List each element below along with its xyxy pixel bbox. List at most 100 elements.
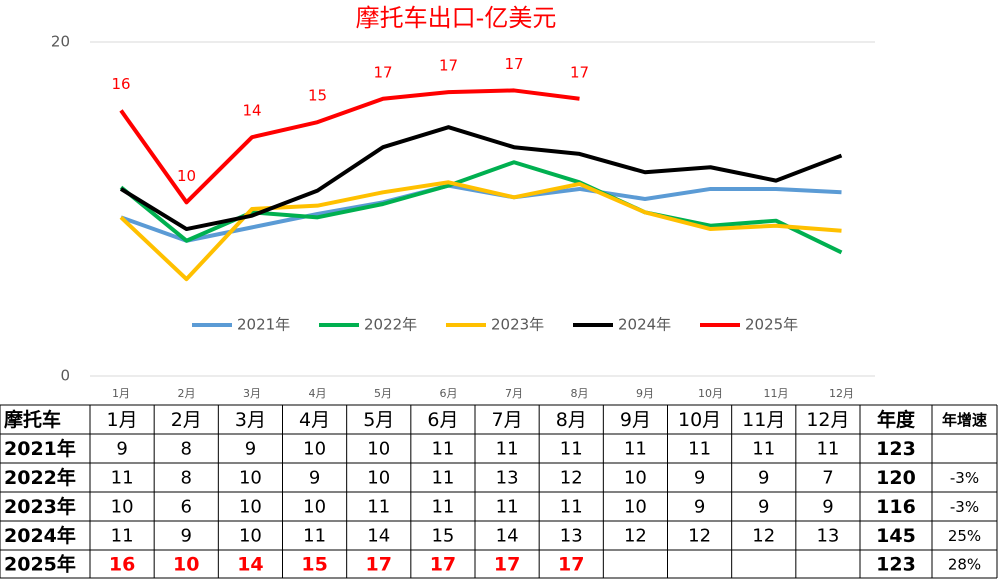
table-cell: 2025年: [4, 553, 76, 576]
table-cell: 16: [109, 554, 135, 576]
table-cell: 12: [752, 526, 775, 547]
table-cell: 11: [111, 468, 134, 489]
table-cell: 9: [694, 497, 705, 518]
table-cell: 11: [752, 439, 775, 460]
x-tick-label: 10月: [698, 387, 723, 400]
table-cell: 11: [431, 497, 454, 518]
table-cell: 13: [496, 468, 519, 489]
table-cell: 2月: [171, 409, 202, 431]
table-cell: -3%: [950, 469, 979, 487]
y-tick-label: 20: [51, 33, 70, 51]
table-cell: 11: [431, 468, 454, 489]
data-label: 16: [111, 75, 130, 93]
table-cell: 28%: [948, 556, 981, 574]
table-cell: 10: [367, 439, 390, 460]
table-cell: 年增速: [942, 411, 987, 429]
data-label: 17: [373, 63, 392, 81]
table-cell: 5月: [363, 409, 394, 431]
x-tick-label: 3月: [243, 387, 261, 400]
table-cell: 11: [496, 439, 519, 460]
table-cell: 9: [245, 439, 256, 460]
table-cell: 9: [758, 497, 769, 518]
table-cell: 11: [624, 439, 647, 460]
table-cell: 11: [496, 497, 519, 518]
table-cell: 10: [624, 468, 647, 489]
legend-label: 2023年: [491, 316, 544, 334]
table-cell: 10月: [678, 409, 721, 431]
table-cell: 11月: [742, 409, 785, 431]
table-cell: 10: [303, 439, 326, 460]
legend-label: 2024年: [618, 316, 671, 334]
table-cell: 12: [624, 526, 647, 547]
x-tick-label: 7月: [505, 387, 523, 400]
table-cell: 17: [366, 554, 392, 576]
table-cell: 145: [876, 525, 916, 547]
table-cell: 9月: [620, 409, 651, 431]
x-tick-label: 1月: [112, 387, 130, 400]
table-cell: 14: [367, 526, 390, 547]
table-cell: 3月: [235, 409, 266, 431]
table-cell: 9: [758, 468, 769, 489]
table-cell: 7月: [492, 409, 523, 431]
table-cell: -3%: [950, 498, 979, 516]
x-tick-label: 11月: [764, 387, 789, 400]
table-cell: 123: [876, 438, 916, 460]
table-cell: 10: [303, 497, 326, 518]
table-cell: 2024年: [4, 524, 76, 547]
table-cell: 9: [694, 468, 705, 489]
series-line: [119, 160, 843, 255]
data-label: 17: [570, 63, 589, 81]
x-tick-label: 12月: [829, 387, 854, 400]
table-cell: 11: [560, 497, 583, 518]
table-cell: 10: [624, 497, 647, 518]
table-cell: 25%: [948, 527, 981, 545]
table-cell: 116: [876, 496, 916, 518]
table-cell: 14: [496, 526, 519, 547]
data-label: 14: [242, 102, 261, 120]
series-line: [119, 125, 843, 232]
x-tick-label: 6月: [440, 387, 458, 400]
table-cell: 12: [688, 526, 711, 547]
data-label: 17: [439, 57, 458, 75]
table-cell: 10: [173, 554, 199, 576]
table-cell: 11: [816, 439, 839, 460]
table-cell: 9: [822, 497, 833, 518]
table-cell: 9: [181, 526, 192, 547]
x-tick-label: 8月: [571, 387, 589, 400]
x-tick-label: 4月: [309, 387, 327, 400]
legend-label: 2021年: [237, 316, 290, 334]
data-label: 15: [308, 87, 327, 105]
table-cell: 10: [239, 468, 262, 489]
table-cell: 摩托车: [4, 408, 61, 431]
table-cell: 年度: [877, 408, 916, 431]
data-label: 10: [177, 167, 196, 185]
chart-title: 摩托车出口-亿美元: [356, 4, 557, 32]
table-cell: 6月: [427, 409, 458, 431]
table-cell: 17: [430, 554, 456, 576]
table-cell: 14: [237, 554, 263, 576]
table-cell: 7: [822, 468, 833, 489]
table-cell: 15: [301, 554, 327, 576]
table-cell: 15: [431, 526, 454, 547]
legend-label: 2022年: [364, 316, 417, 334]
table-cell: 10: [239, 526, 262, 547]
table-cell: 8: [181, 439, 192, 460]
series-line: [119, 88, 580, 205]
x-tick-label: 2月: [178, 387, 196, 400]
table-cell: 10: [367, 468, 390, 489]
legend-label: 2025年: [745, 316, 798, 334]
table-cell: 2021年: [4, 437, 76, 460]
table-cell: 4月: [299, 409, 330, 431]
table-cell: 6: [181, 497, 192, 518]
table-cell: 11: [111, 526, 134, 547]
x-tick-label: 9月: [636, 387, 654, 400]
table-cell: 8月: [556, 409, 587, 431]
table-cell: 123: [876, 554, 916, 576]
table-cell: 120: [876, 467, 916, 489]
table-cell: 11: [560, 439, 583, 460]
table-cell: 11: [303, 526, 326, 547]
table-cell: 10: [111, 497, 134, 518]
table-cell: 13: [560, 526, 583, 547]
table-cell: 8: [181, 468, 192, 489]
